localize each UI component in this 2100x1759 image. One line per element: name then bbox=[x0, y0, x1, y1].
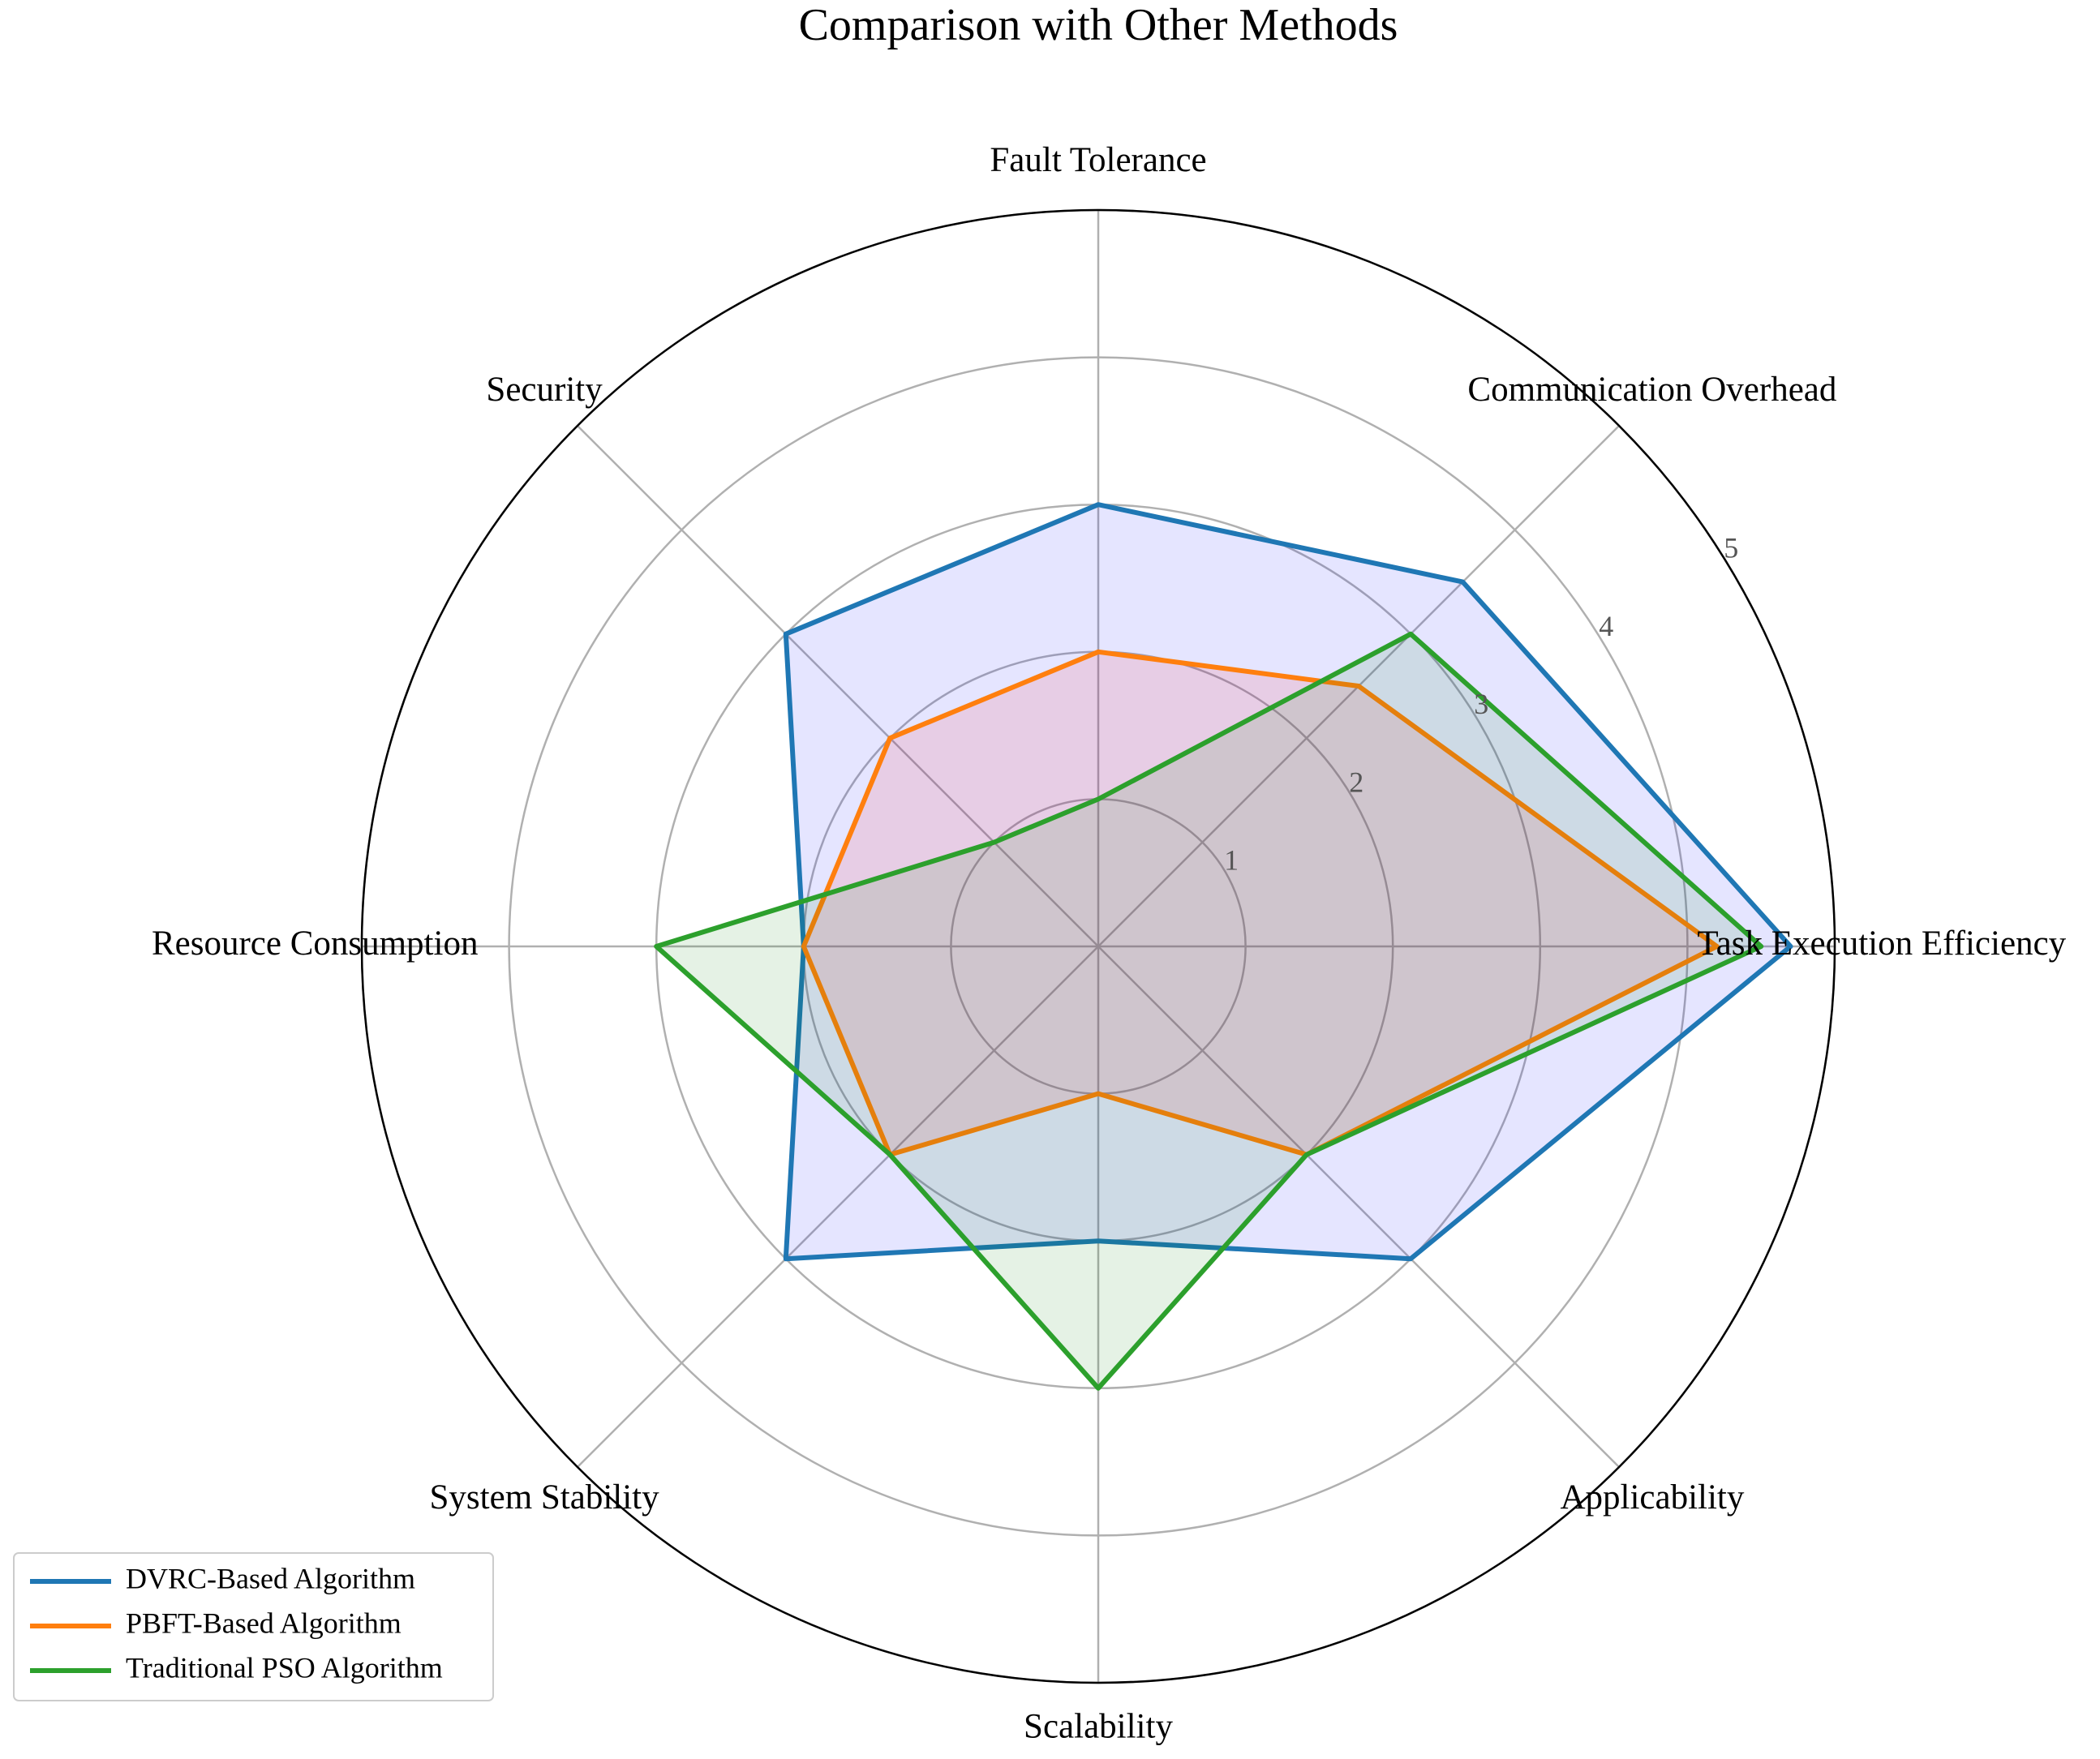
series-area bbox=[785, 504, 1791, 1259]
series-area bbox=[803, 651, 1717, 1155]
spoke bbox=[577, 946, 1099, 1468]
category-label: System Stability bbox=[430, 1478, 660, 1517]
category-label: Applicability bbox=[1560, 1478, 1744, 1517]
series-line bbox=[654, 631, 1764, 1391]
legend-label: DVRC-Based Algorithm bbox=[126, 1562, 415, 1594]
r-tick-label: 2 bbox=[1349, 766, 1363, 798]
category-label: Fault Tolerance bbox=[990, 141, 1206, 179]
category-label: Communication Overhead bbox=[1467, 371, 1836, 409]
chart-title: Comparison with Other Methods bbox=[799, 0, 1398, 50]
legend-box bbox=[13, 1552, 494, 1701]
category-label: Security bbox=[486, 371, 603, 409]
category-label: Resource Consumption bbox=[152, 925, 479, 963]
r-tick-label: 5 bbox=[1724, 532, 1738, 564]
r-tick-label: 1 bbox=[1224, 844, 1239, 877]
legend-label: PBFT-Based Algorithm bbox=[126, 1607, 402, 1639]
legend-label: Traditional PSO Algorithm bbox=[126, 1651, 443, 1684]
spoke bbox=[577, 425, 1099, 947]
r-tick-label: 4 bbox=[1599, 610, 1613, 642]
r-tick-label: 3 bbox=[1474, 688, 1488, 720]
category-label: Task Execution Efficiency bbox=[1697, 925, 2066, 963]
category-label: Scalability bbox=[1024, 1708, 1173, 1746]
frame bbox=[360, 208, 1836, 1684]
series-line bbox=[801, 649, 1720, 1157]
spoke bbox=[1097, 946, 1620, 1468]
